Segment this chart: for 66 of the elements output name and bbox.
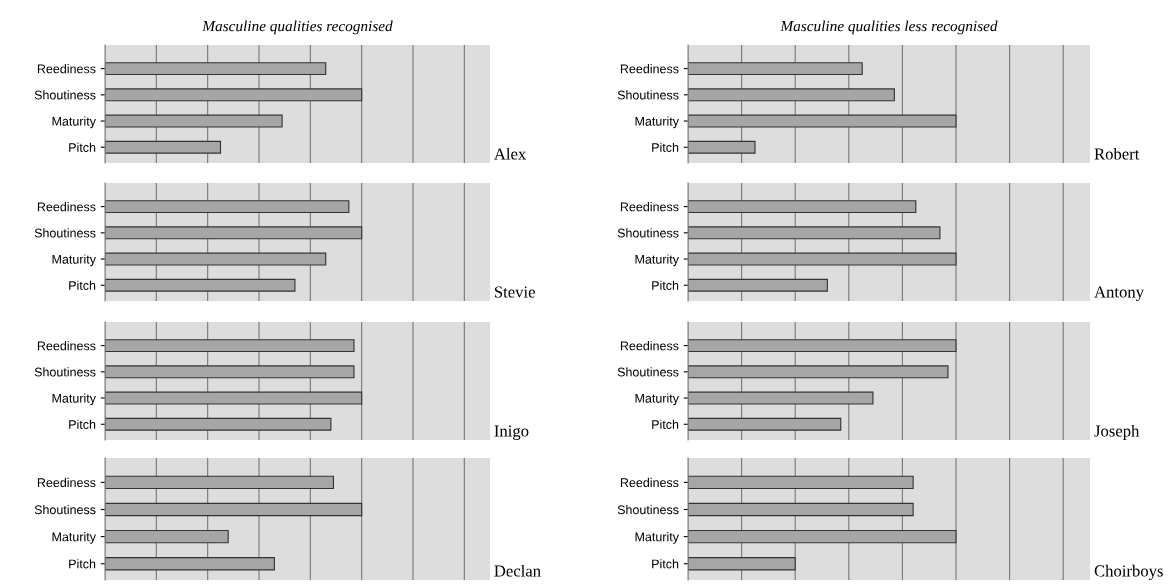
bar xyxy=(105,88,363,102)
bar xyxy=(105,475,334,490)
bar xyxy=(688,365,949,379)
y-tick-label: Pitch xyxy=(69,419,96,429)
y-tick-label: Reediness xyxy=(620,202,679,212)
text: Choirboys xyxy=(1094,564,1163,580)
chart-title: Masculine qualities recognised xyxy=(202,20,393,35)
text: Joseph xyxy=(1094,424,1140,440)
bar xyxy=(105,114,283,128)
y-tick-label: Reediness xyxy=(620,341,679,351)
bar xyxy=(688,62,863,76)
y-tick-label: Maturity xyxy=(635,532,679,544)
y-tick-label: Pitch xyxy=(652,559,679,569)
text: Stevie xyxy=(494,286,535,298)
y-tick-label: Reediness xyxy=(620,477,679,488)
bar xyxy=(105,200,350,214)
text: Alex xyxy=(494,147,527,160)
y-tick-label: Maturity xyxy=(635,116,679,129)
y-tick-label: Maturity xyxy=(52,116,96,129)
bar xyxy=(105,557,275,571)
bar xyxy=(688,200,917,214)
bar xyxy=(105,278,296,292)
y-tick-label: Maturity xyxy=(52,393,96,406)
y-tick-label: Shoutiness xyxy=(34,90,96,100)
bar xyxy=(105,62,327,76)
y-tick-label: Shoutiness xyxy=(34,367,96,377)
y-tick-label: Reediness xyxy=(37,202,96,212)
chart-title: Masculine qualities less recognised xyxy=(780,20,998,35)
y-tick-label: Pitch xyxy=(652,280,679,290)
text: Declan xyxy=(494,564,541,577)
y-tick-label: Shoutiness xyxy=(617,367,679,377)
y-tick-label: Pitch xyxy=(652,419,679,429)
bar xyxy=(688,417,842,431)
y-tick-label: Maturity xyxy=(635,254,679,267)
y-tick-label: Pitch xyxy=(652,142,679,152)
bar xyxy=(105,140,222,154)
bar xyxy=(688,278,828,292)
y-tick-label: Shoutiness xyxy=(617,90,679,100)
bar xyxy=(105,502,363,517)
y-tick-label: Maturity xyxy=(52,532,96,544)
y-tick-label: Maturity xyxy=(635,393,679,406)
y-tick-label: Shoutiness xyxy=(617,228,679,238)
y-tick-label: Pitch xyxy=(69,559,96,569)
bar xyxy=(688,114,957,128)
bar xyxy=(105,529,229,544)
bar xyxy=(688,252,957,266)
text: Inigo xyxy=(494,425,529,440)
y-tick-label: Pitch xyxy=(69,280,96,290)
bar xyxy=(688,391,874,405)
y-tick-label: Reediness xyxy=(37,341,96,351)
y-tick-label: Shoutiness xyxy=(34,504,96,515)
bar xyxy=(688,88,895,102)
bar xyxy=(105,252,327,266)
bar xyxy=(105,226,363,240)
y-tick-label: Shoutiness xyxy=(34,228,96,238)
y-tick-label: Reediness xyxy=(620,64,679,74)
bar xyxy=(688,226,941,240)
y-tick-label: Pitch xyxy=(69,142,96,152)
bar xyxy=(688,140,756,154)
y-tick-label: Reediness xyxy=(37,64,96,74)
text: Robert xyxy=(1094,147,1140,160)
bar xyxy=(688,339,957,353)
text: Antony xyxy=(1094,286,1144,301)
y-tick-label: Maturity xyxy=(52,254,96,267)
y-tick-label: Reediness xyxy=(37,477,96,488)
y-tick-label: Shoutiness xyxy=(617,504,679,515)
